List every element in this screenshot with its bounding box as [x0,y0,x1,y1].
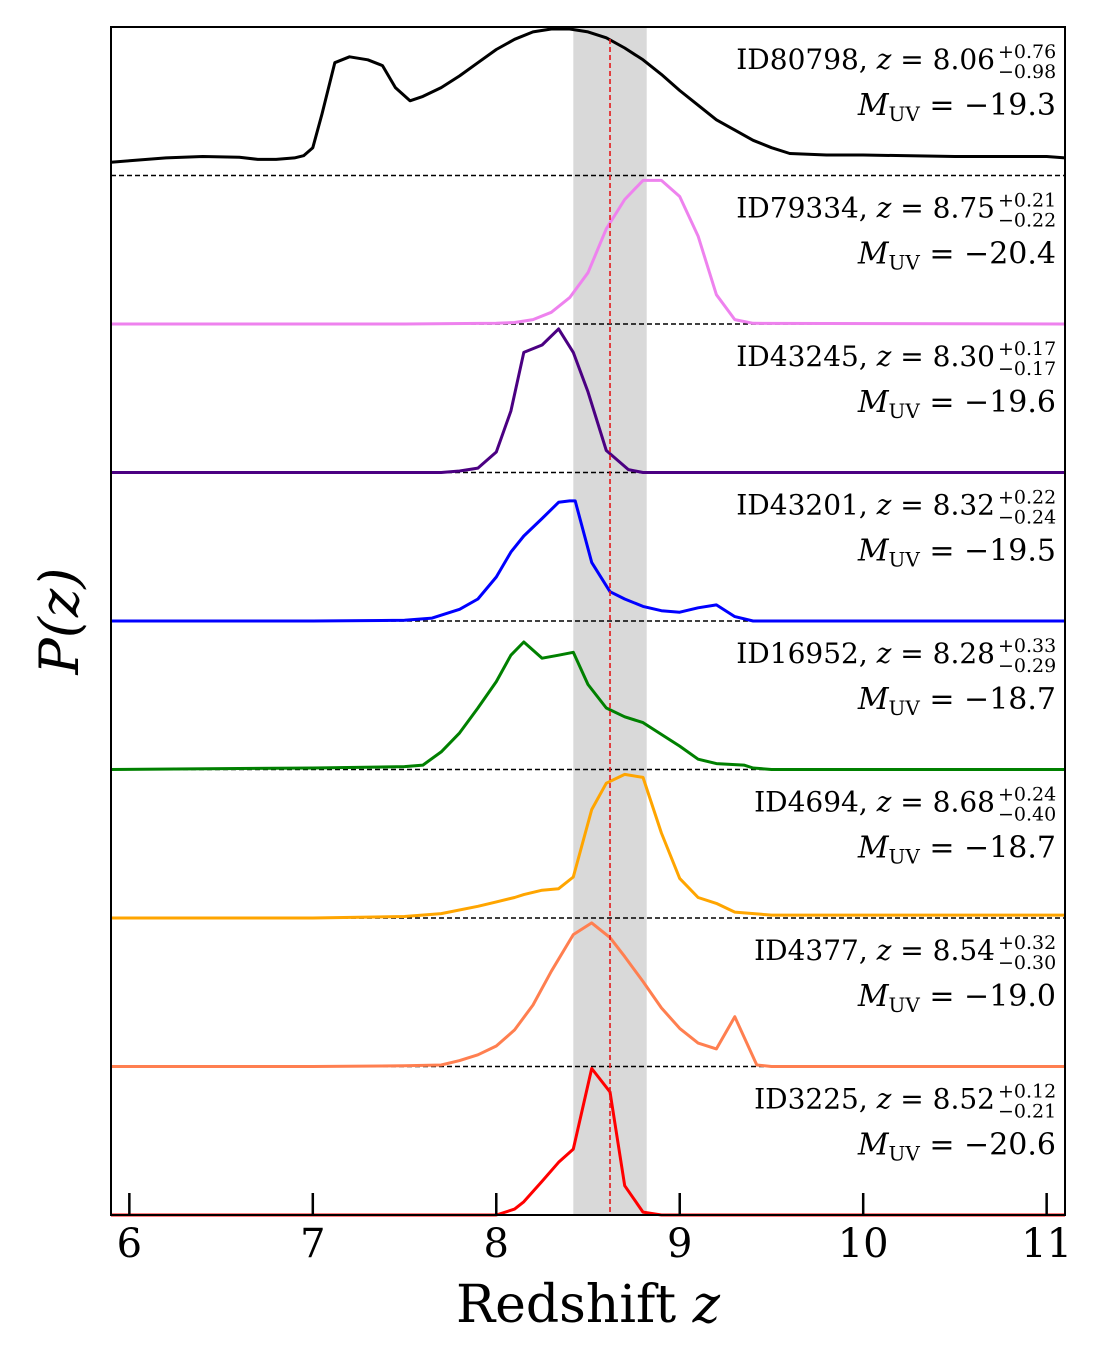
z-error-lower: −0.40 [998,804,1056,826]
z-value: 8.54 [933,934,995,967]
pdf-curve-id4694 [111,772,1065,920]
source-id: ID16952, [736,637,876,670]
z-value: 8.28 [933,637,995,670]
x-tick-label: 8 [484,1221,509,1267]
panel-label-id: ID43245, z = 8.30 [736,340,995,373]
z-value: 8.30 [933,340,995,373]
x-tick-label: 10 [838,1221,889,1267]
pdf-curve-id43245 [111,327,1065,474]
x-axis-ticks: 6 7 8 9 10 11 [117,1193,1072,1267]
z-error-lower: −0.24 [998,507,1056,529]
z-symbol: z = [876,786,933,819]
panel-label-id: ID16952, z = 8.28 [736,637,995,670]
panel-label-id: ID79334, z = 8.75 [736,192,995,225]
panel-label-id: ID4694, z = 8.68 [754,786,995,819]
pdf-curve-id43201 [111,499,1065,623]
panel-label-id: ID4377, z = 8.54 [754,934,995,967]
x-tick-label: 9 [667,1221,692,1267]
y-axis-title: P(z) [28,568,91,676]
z-error-upper: +0.12 [998,1081,1056,1103]
panel-label-muv: MUV = −19.0 [857,979,1056,1017]
panel-label-muv: MUV = −19.5 [857,534,1056,572]
x-axis-title: Redshift z [456,1275,721,1335]
panel-label-muv: MUV = −18.7 [857,831,1056,869]
z-error-lower: −0.30 [998,952,1056,974]
z-symbol: z = [876,43,933,76]
source-id: ID79334, [736,192,876,225]
z-error-lower: −0.22 [998,210,1056,232]
z-error-upper: +0.17 [998,338,1056,360]
source-id: ID4377, [754,934,877,967]
z-symbol: z = [876,340,933,373]
x-tick-label: 11 [1021,1221,1072,1267]
source-id: ID80798, [736,43,876,76]
z-error-upper: +0.76 [998,41,1056,63]
z-error-upper: +0.24 [998,784,1056,806]
source-id: ID43245, [736,340,876,373]
source-id: ID4694, [754,786,877,819]
source-id: ID43201, [736,489,876,522]
panel-label-id: ID43201, z = 8.32 [736,489,995,522]
z-symbol: z = [876,934,933,967]
z-error-lower: −0.17 [998,358,1056,380]
z-symbol: z = [876,489,933,522]
z-symbol: z = [876,1083,933,1116]
panel-label-id: ID3225, z = 8.52 [754,1083,995,1116]
pdf-curve-id16952 [110,640,1065,771]
z-error-lower: −0.21 [998,1101,1056,1123]
panel-label-id: ID80798, z = 8.06 [736,43,995,76]
x-tick-label: 6 [117,1221,142,1267]
plot-frame [110,26,1066,1216]
z-value: 8.75 [933,192,995,225]
pdf-curve-id79334 [111,178,1066,326]
panel-label-muv: MUV = −20.4 [857,237,1056,275]
pdf-curve-id80798 [110,27,1066,164]
z-error-upper: +0.22 [998,487,1056,509]
panel-label-muv: MUV = −18.7 [857,682,1056,720]
z-error-upper: +0.21 [998,190,1056,212]
panel-label-muv: MUV = −20.6 [857,1128,1056,1166]
z-error-lower: −0.98 [998,61,1056,83]
z-value: 8.06 [933,43,995,76]
panel-label-muv: MUV = −19.6 [857,385,1056,423]
z-symbol: z = [876,192,933,225]
z-error-upper: +0.32 [998,932,1056,954]
z-value: 8.52 [933,1083,995,1116]
x-tick-label: 7 [300,1221,325,1267]
panel-label-muv: MUV = −19.3 [857,88,1056,126]
z-symbol: z = [876,637,933,670]
z-error-upper: +0.33 [998,635,1056,657]
pdf-curves [110,27,1066,1217]
panel-labels: ID80798, z = 8.06 +0.76−0.98 MUV = −19.3 ID… [736,41,1056,1166]
z-value: 8.32 [933,489,995,522]
z-value: 8.68 [933,786,995,819]
source-id: ID3225, [754,1083,877,1116]
pdf-curve-id4377 [111,921,1065,1068]
z-error-lower: −0.29 [998,655,1056,677]
